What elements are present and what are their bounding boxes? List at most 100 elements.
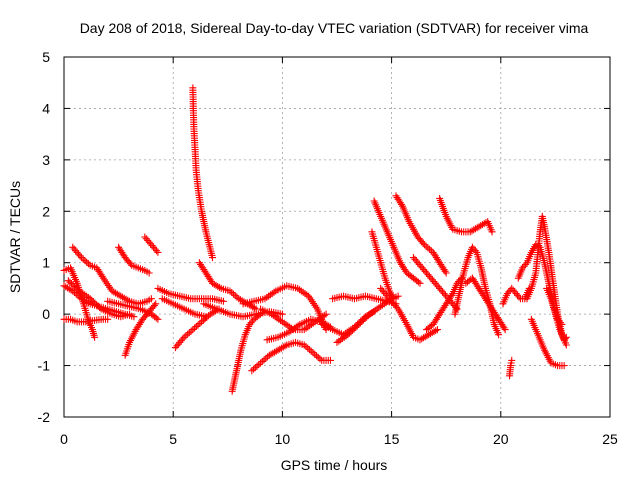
data-point [141, 233, 149, 241]
y-tick-label: -2 [38, 409, 51, 425]
data-point [488, 228, 496, 236]
data-point [145, 238, 153, 246]
data-point [387, 296, 395, 304]
data-point [468, 243, 476, 251]
data-point [70, 289, 78, 297]
data-point [433, 281, 441, 289]
plot-frame [63, 56, 611, 418]
data-point [180, 333, 188, 341]
data-point [257, 359, 265, 367]
data-point [148, 242, 156, 250]
data-point [152, 314, 160, 322]
y-tick-label: -1 [38, 358, 51, 374]
data-point [154, 315, 162, 323]
data-point [514, 291, 522, 299]
data-point [345, 329, 353, 337]
data-point [79, 255, 87, 263]
x-tick-label: 0 [60, 431, 68, 447]
data-point [88, 296, 96, 304]
series-arc-z [377, 284, 441, 344]
data-point [249, 317, 257, 325]
data-point [142, 235, 150, 243]
data-point [562, 333, 570, 341]
data-point [147, 240, 155, 248]
data-point [436, 284, 444, 292]
series-arc-b [60, 264, 99, 341]
data-point [434, 283, 442, 291]
data-point [418, 264, 426, 272]
data-point [91, 333, 99, 341]
data-point [184, 330, 192, 338]
series-arc-ac [436, 194, 496, 236]
data-point [246, 320, 254, 328]
data-point [511, 288, 519, 296]
data-point [347, 328, 355, 336]
data-point [64, 277, 72, 285]
data-point [258, 357, 266, 365]
data-point [67, 280, 75, 288]
data-point [378, 286, 386, 294]
data-point [356, 319, 364, 327]
data-point [427, 274, 435, 282]
data-point [442, 269, 450, 277]
series-arc-j [154, 284, 227, 305]
data-point [380, 288, 388, 296]
data-point [424, 271, 432, 279]
data-point [145, 269, 153, 277]
data-point [192, 322, 200, 330]
data-point [519, 264, 527, 272]
data-point [231, 292, 239, 300]
data-point [174, 340, 182, 348]
data-point [416, 279, 424, 287]
data-point [302, 343, 310, 351]
data-point [391, 302, 399, 310]
data-point [439, 288, 447, 296]
data-point [191, 324, 199, 332]
data-point [426, 245, 434, 253]
data-point [248, 367, 256, 375]
data-points [60, 84, 570, 395]
data-point [385, 295, 393, 303]
data-point [562, 341, 570, 349]
grid-lines [64, 57, 610, 417]
data-point [363, 313, 371, 321]
data-point [151, 245, 159, 253]
data-point [420, 266, 428, 274]
data-point [415, 260, 423, 268]
data-point [503, 290, 511, 298]
data-point [182, 332, 190, 340]
x-tick-label: 20 [493, 431, 509, 447]
data-point [470, 245, 478, 253]
x-axis-label: GPS time / hours [281, 457, 388, 473]
series-arc-m [189, 84, 217, 262]
data-point [152, 300, 160, 308]
data-point [104, 315, 112, 323]
y-axis-label: SDTVAR / TECUs [7, 181, 23, 293]
chart-title: Day 208 of 2018, Sidereal Day-to-day VTE… [80, 20, 589, 36]
data-point [316, 355, 324, 363]
data-point [561, 335, 569, 343]
series-arc-aj [523, 212, 570, 349]
data-point [250, 365, 258, 373]
data-point [92, 301, 100, 309]
data-point [72, 247, 80, 255]
data-point [226, 287, 234, 295]
data-point [495, 331, 503, 339]
data-point [147, 295, 155, 303]
series-arc-p [228, 310, 265, 395]
data-point [437, 286, 445, 294]
data-point [150, 243, 158, 251]
data-point [388, 298, 396, 306]
series-arc-e [69, 243, 155, 308]
data-point [560, 362, 568, 370]
data-point [73, 248, 81, 256]
data-point [69, 281, 77, 289]
data-point [393, 303, 401, 311]
data-point [422, 242, 430, 250]
data-point [250, 304, 258, 312]
data-point [69, 243, 77, 251]
data-point [358, 317, 366, 325]
data-point [441, 267, 449, 275]
data-point [229, 290, 237, 298]
